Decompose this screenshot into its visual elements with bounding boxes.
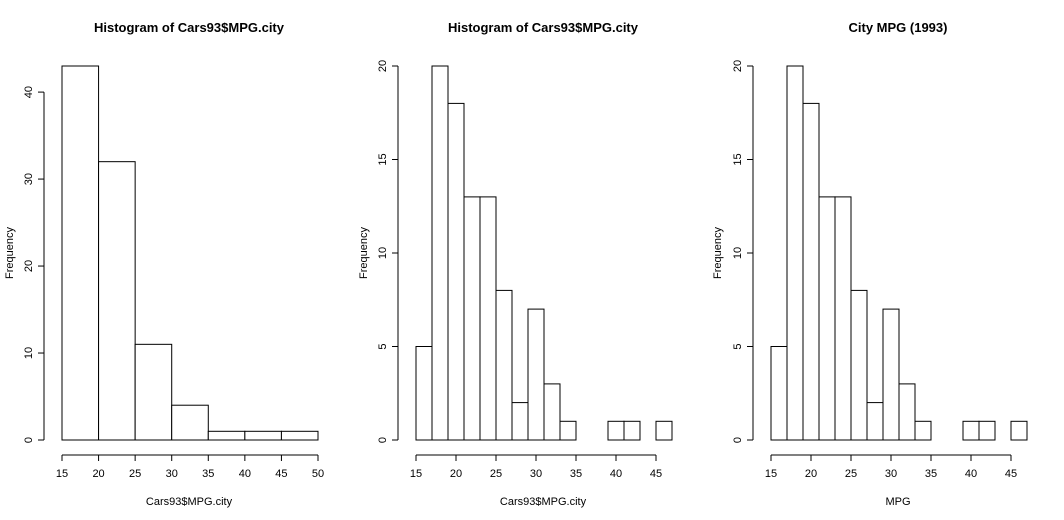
x-tick-label: 45: [1005, 468, 1017, 480]
y-tick-label: 0: [732, 437, 744, 443]
histogram-bar: [61, 65, 100, 441]
histogram-bar: [962, 420, 980, 441]
x-tick-label: 15: [765, 468, 777, 480]
x-tick-label: 45: [650, 468, 662, 480]
histogram-bar: [898, 383, 916, 441]
histogram-bar: [280, 430, 319, 441]
x-tick-label: 40: [239, 468, 251, 480]
histogram-bar: [1010, 420, 1028, 441]
x-tick-label: 25: [845, 468, 857, 480]
y-axis-label: Frequency: [4, 227, 16, 279]
x-tick-label: 35: [570, 468, 582, 480]
y-tick-label: 15: [732, 153, 744, 165]
y-axis-label: Frequency: [712, 227, 724, 279]
histogram-bar: [415, 346, 433, 441]
histogram-bar: [134, 343, 173, 441]
histogram-bar: [770, 346, 788, 441]
histogram-bar: [171, 404, 209, 441]
x-tick-label: 35: [202, 468, 214, 480]
x-tick-label: 20: [92, 468, 104, 480]
y-tick-label: 30: [23, 173, 35, 185]
histogram-bar: [607, 420, 625, 441]
x-tick-label: 45: [275, 468, 287, 480]
y-tick-label: 0: [23, 437, 35, 443]
histogram-panel-2: Histogram of Cars93$MPG.city Cars93$MPG.…: [358, 20, 673, 508]
x-tick-label: 15: [56, 468, 68, 480]
x-tick-label: 50: [312, 468, 324, 480]
y-tick-label: 10: [377, 247, 389, 259]
histogram-bar: [244, 430, 282, 441]
x-tick-label: 30: [885, 468, 897, 480]
histogram-bar: [882, 308, 900, 441]
x-tick-label: 40: [965, 468, 977, 480]
histogram-bar: [527, 308, 545, 441]
x-axis-label: Cars93$MPG.city: [500, 496, 587, 508]
x-tick-label: 20: [450, 468, 462, 480]
chart-title: Histogram of Cars93$MPG.city: [94, 20, 285, 35]
chart-title: Histogram of Cars93$MPG.city: [448, 20, 639, 35]
x-tick-label: 30: [530, 468, 542, 480]
histogram-bar: [802, 102, 820, 441]
histogram-bar: [818, 196, 836, 441]
histogram-bar: [511, 402, 529, 441]
histogram-bar: [98, 161, 136, 441]
x-tick-label: 40: [610, 468, 622, 480]
x-tick-label: 30: [166, 468, 178, 480]
histogram-bar: [463, 196, 481, 441]
x-tick-label: 35: [925, 468, 937, 480]
histogram-bar: [559, 420, 577, 441]
x-tick-label: 20: [805, 468, 817, 480]
y-tick-label: 10: [23, 347, 35, 359]
histogram-bar: [447, 102, 465, 441]
x-tick-label: 15: [410, 468, 422, 480]
chart-title: City MPG (1993): [849, 20, 948, 35]
histogram-bar: [543, 383, 561, 441]
y-axis-label: Frequency: [358, 227, 370, 279]
x-axis-label: Cars93$MPG.city: [146, 496, 233, 508]
y-tick-label: 15: [377, 153, 389, 165]
y-tick-label: 20: [377, 60, 389, 72]
histogram-bar: [866, 402, 884, 441]
histogram-bar: [978, 420, 996, 441]
y-tick-label: 20: [732, 60, 744, 72]
histogram-bar: [914, 420, 932, 441]
histogram-bar: [431, 65, 449, 441]
y-tick-label: 10: [732, 247, 744, 259]
histogram-bar: [655, 420, 673, 441]
histogram-bar: [479, 196, 497, 441]
y-tick-label: 5: [377, 343, 389, 349]
histogram-bar: [623, 420, 641, 441]
histogram-bar: [834, 196, 852, 441]
y-tick-label: 5: [732, 343, 744, 349]
histogram-bar: [786, 65, 804, 441]
histogram-bar: [495, 289, 513, 441]
y-tick-label: 0: [377, 437, 389, 443]
x-tick-label: 25: [490, 468, 502, 480]
histogram-bar: [207, 430, 246, 441]
y-tick-label: 20: [23, 260, 35, 272]
x-axis-label: MPG: [885, 496, 910, 508]
histogram-panel-1: Histogram of Cars93$MPG.city Cars93$MPG.…: [4, 20, 324, 508]
y-tick-label: 40: [23, 86, 35, 98]
x-tick-label: 25: [129, 468, 141, 480]
histogram-bar: [850, 289, 868, 441]
histogram-panel-3: City MPG (1993) MPG Frequency 15 20 25 30 35…: [712, 20, 1028, 508]
